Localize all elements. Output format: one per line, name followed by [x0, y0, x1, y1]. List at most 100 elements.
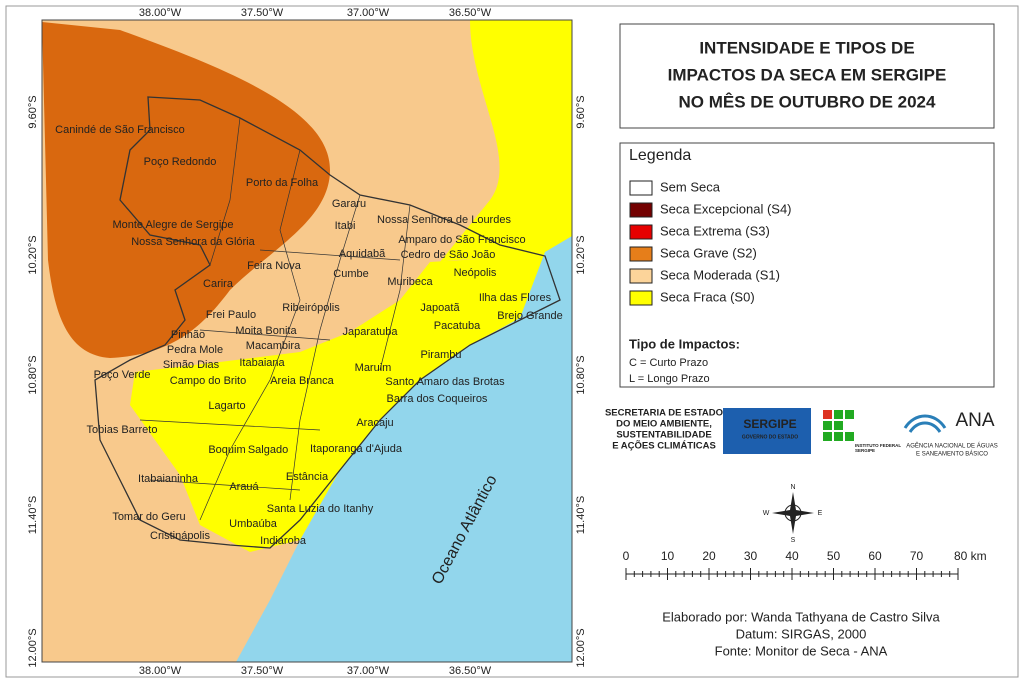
lat-label: 12.00°S	[575, 628, 587, 667]
municipality-label: Carira	[203, 278, 234, 290]
legend-label: Seca Grave (S2)	[660, 245, 757, 260]
lat-label: 11.40°S	[575, 496, 587, 534]
legend-label: Seca Extrema (S3)	[660, 223, 770, 238]
logo-block	[845, 410, 854, 419]
municipality-label: Pacatuba	[434, 320, 481, 332]
compass-label: W	[763, 510, 770, 517]
legend-title: Legenda	[629, 147, 691, 164]
lon-label: 38.00°W	[139, 665, 182, 677]
impact-type: C = Curto Prazo	[629, 357, 708, 369]
municipal-borders	[139, 117, 411, 521]
lon-label: 36.50°W	[449, 665, 492, 677]
lat-label: 12.00°S	[27, 628, 39, 667]
municipality-label: Santo Amaro das Brotas	[385, 376, 505, 388]
lat-label: 10.80°S	[575, 355, 587, 394]
compass-label: E	[818, 510, 823, 517]
logo-block	[823, 410, 832, 419]
logo-block	[823, 432, 832, 441]
lat-label: 10.20°S	[575, 235, 587, 274]
municipality-label: Tomar do Geru	[112, 511, 185, 523]
municipality-label: Poço Verde	[94, 369, 151, 381]
lat-label: 9.60°S	[27, 95, 39, 128]
map-area: Canindé de São Francisco Poço Redondo Port…	[42, 20, 572, 662]
municipality-label: Monte Alegre de Sergipe	[112, 219, 233, 231]
compass-label: S	[791, 537, 796, 544]
logo-text: AGÊNCIA NACIONAL DE ÁGUAS	[906, 442, 997, 450]
impact-type: L = Longo Prazo	[629, 373, 710, 385]
logo-text: ANA	[955, 410, 994, 431]
municipality-label: Brejo Grande	[497, 310, 562, 322]
credit-line: Fonte: Monitor de Seca - ANA	[715, 643, 888, 658]
title-line: IMPACTOS DA SECA EM SERGIPE	[668, 65, 947, 84]
municipality-label: Muribeca	[387, 276, 433, 288]
logo-text: GOVERNO DO ESTADO	[742, 434, 798, 440]
logo-box	[723, 408, 811, 454]
municipality-label: Pinhão	[171, 329, 205, 341]
municipality-label: Campo do Brito	[170, 375, 246, 387]
scale-label: 30	[744, 549, 758, 563]
municipality-label: Barra dos Coqueiros	[387, 393, 488, 405]
state-outline	[94, 96, 561, 549]
municipality-label: Tobias Barreto	[87, 424, 158, 436]
logo-block	[834, 421, 843, 430]
municipality-label: Nossa Senhora de Lourdes	[377, 214, 511, 226]
logo-text: SERGIPE	[743, 417, 796, 431]
scale-label: 40	[785, 549, 799, 563]
legend-label: Seca Moderada (S1)	[660, 267, 780, 282]
scale-label: 80 km	[954, 549, 987, 563]
municipality-label: Pirambu	[421, 349, 462, 361]
legend-swatch	[629, 202, 653, 218]
logo-text: SECRETARIA DE ESTADO	[605, 408, 723, 419]
title-line: NO MÊS DE OUTUBRO DE 2024	[679, 92, 936, 111]
municipality-label: Ribeirópolis	[282, 302, 340, 314]
municipality-label: Lagarto	[208, 400, 245, 412]
logo-block	[823, 421, 832, 430]
municipality-label: Moita Bonita	[235, 325, 297, 337]
legend-label: Seca Fraca (S0)	[660, 289, 755, 304]
municipality-label: Umbaúba	[229, 518, 278, 530]
municipality-label: Simão Dias	[163, 359, 220, 371]
scale-label: 20	[702, 549, 716, 563]
lon-label: 38.00°W	[139, 7, 182, 19]
municipality-label: Poço Redondo	[144, 156, 217, 168]
municipality-label: Ilha das Flores	[479, 292, 552, 304]
municipality-label: Itaporanga d'Ajuda	[310, 443, 403, 455]
logo-text: E SANEAMENTO BÁSICO	[916, 451, 988, 458]
municipality-label: Aquidabã	[339, 248, 386, 260]
municipality-label: Porto da Folha	[246, 177, 319, 189]
municipality-label: Macambira	[246, 340, 301, 352]
scale-label: 60	[868, 549, 882, 563]
lat-label: 10.80°S	[27, 355, 39, 394]
scale-label: 0	[623, 549, 630, 563]
credit-line: Datum: SIRGAS, 2000	[736, 626, 867, 641]
lon-label: 37.50°W	[241, 665, 284, 677]
municipality-label: Maruim	[355, 362, 392, 374]
legend-label: Seca Excepcional (S4)	[660, 201, 792, 216]
municipality-label: Itabaianinha	[138, 473, 199, 485]
scale-label: 10	[661, 549, 675, 563]
map-frame	[41, 19, 573, 663]
severe-zone	[42, 22, 330, 358]
title-box	[619, 23, 995, 129]
lat-label: 10.20°S	[27, 235, 39, 274]
municipality-label: Arauá	[229, 481, 259, 493]
municipality-label: Feira Nova	[247, 260, 302, 272]
legend-label: Sem Seca	[660, 179, 721, 194]
scale-label: 50	[827, 549, 841, 563]
municipality-label: Itabi	[335, 220, 356, 232]
municipality-label: Cumbe	[333, 268, 368, 280]
logo-block	[845, 432, 854, 441]
legend-swatch	[629, 290, 653, 306]
municipality-label: Cristinápolis	[150, 530, 210, 542]
legend-swatch	[629, 180, 653, 196]
municipality-label: Santa Luzia do Itanhy	[267, 503, 374, 515]
logo-text: INSTITUTO FEDERAL	[855, 443, 901, 448]
lon-label: 37.50°W	[241, 7, 284, 19]
municipality-label: Japoatã	[420, 302, 460, 314]
lon-label: 36.50°W	[449, 7, 492, 19]
municipality-label: Frei Paulo	[206, 309, 256, 321]
logo-text: SUSTENTABILIDADE	[616, 430, 711, 441]
weak-zone-coast	[130, 255, 545, 552]
lon-label: 37.00°W	[347, 7, 390, 19]
